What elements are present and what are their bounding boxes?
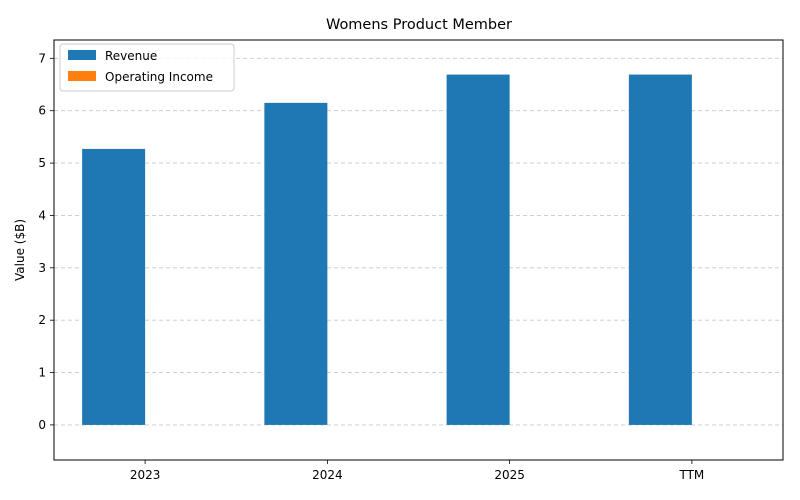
bar-revenue-2025: [446, 74, 510, 425]
x-tick-label: 2025: [494, 468, 525, 482]
bar-revenue-2023: [82, 148, 146, 425]
y-tick-label: 0: [38, 418, 46, 432]
legend-swatch-operating-income: [68, 71, 96, 81]
y-axis-ticks: 0 1 2 3 4 5 6 7: [38, 51, 54, 432]
legend-box: [59, 43, 235, 92]
y-tick-label: 1: [38, 366, 46, 380]
bar-revenue-2024: [264, 102, 328, 425]
chart-title: Womens Product Member: [326, 17, 512, 33]
y-tick-label: 5: [38, 156, 46, 170]
legend-label-revenue: Revenue: [105, 49, 157, 63]
y-axis-label: Value ($B): [13, 219, 27, 281]
x-axis-ticks: 2023 2024 2025 TTM: [130, 460, 704, 482]
grid-lines: [54, 57, 783, 426]
y-tick-label: 3: [38, 261, 46, 275]
legend: Revenue Operating Income: [59, 43, 235, 92]
plot-frame: [53, 39, 784, 461]
bar-revenue-ttm: [628, 74, 692, 425]
y-tick-label: 2: [38, 313, 46, 327]
bars: [82, 74, 692, 425]
x-tick-label: TTM: [678, 468, 704, 482]
legend-swatch-revenue: [68, 50, 96, 60]
legend-label-operating-income: Operating Income: [105, 70, 213, 84]
x-tick-label: 2023: [130, 468, 161, 482]
y-tick-label: 6: [38, 104, 46, 118]
y-tick-label: 7: [38, 51, 46, 65]
x-tick-label: 2024: [312, 468, 343, 482]
y-tick-label: 4: [38, 208, 46, 222]
